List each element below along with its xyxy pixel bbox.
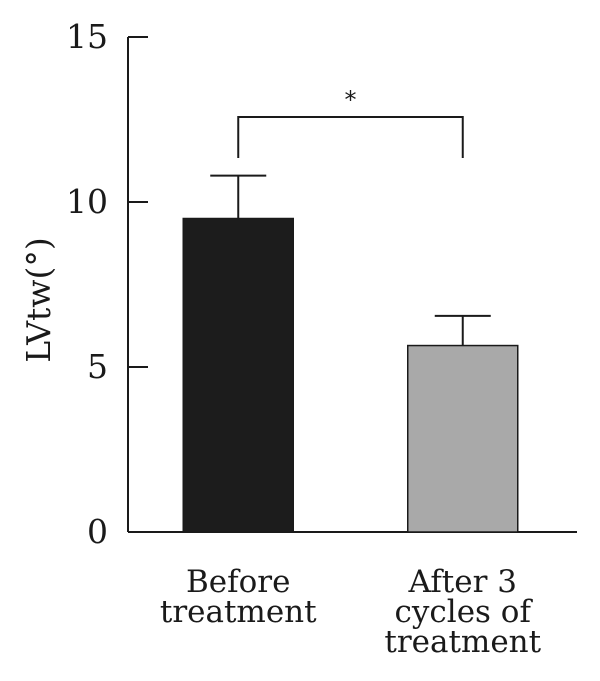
x-tick-label: After 3 cycles of treatment — [384, 564, 541, 660]
annotations: * — [237, 86, 464, 158]
y-tick-label: 0 — [87, 512, 108, 551]
bar — [407, 344, 519, 533]
y-tick-label: 5 — [87, 347, 108, 386]
x-tick-label: Before treatment — [160, 564, 317, 630]
y-tick-label: 10 — [66, 182, 108, 221]
y-tick-label: 15 — [66, 17, 108, 56]
significance-marker: * — [345, 86, 357, 114]
bar — [182, 217, 294, 533]
bars: Before treatment After 3 cycles of treatment — [160, 174, 542, 660]
y-axis-title: LVtw(°) — [19, 237, 58, 363]
significance-bracket — [237, 116, 464, 158]
